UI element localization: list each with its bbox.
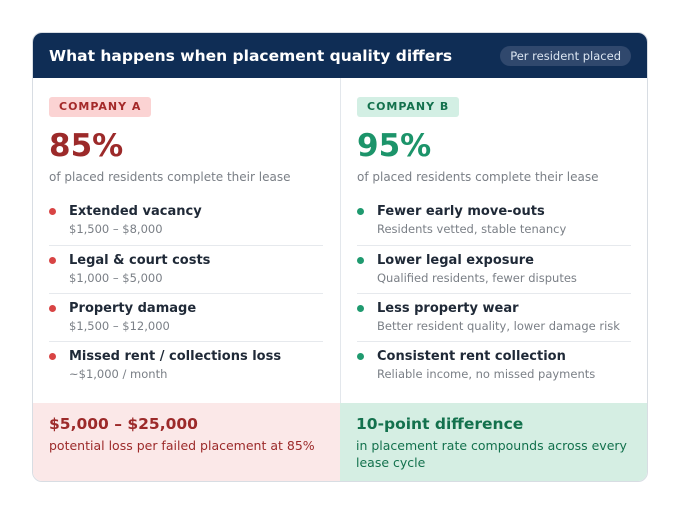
company-b-percent-caption: of placed residents complete their lease bbox=[357, 170, 599, 184]
list-item: Missed rent / collections loss ~$1,000 /… bbox=[49, 341, 323, 389]
comparison-columns: COMPANY A 85% of placed residents comple… bbox=[33, 78, 647, 403]
bullet-dot-icon bbox=[357, 353, 364, 360]
list-item: Fewer early move-outs Residents vetted, … bbox=[357, 204, 631, 245]
company-b-column: COMPANY B 95% of placed residents comple… bbox=[340, 78, 647, 403]
bullet-dot-icon bbox=[49, 208, 56, 215]
card-title: What happens when placement quality diff… bbox=[49, 46, 453, 65]
item-detail: Better resident quality, lower damage ri… bbox=[377, 319, 620, 333]
bullet-dot-icon bbox=[49, 257, 56, 264]
item-title: Legal & court costs bbox=[69, 253, 211, 268]
company-b-summary-text: in placement rate compounds across every… bbox=[356, 438, 627, 470]
bullet-dot-icon bbox=[357, 208, 364, 215]
item-detail: Residents vetted, stable tenancy bbox=[377, 222, 567, 236]
item-detail: $1,000 – $5,000 bbox=[69, 271, 163, 285]
company-a-summary-title: $5,000 – $25,000 bbox=[49, 415, 198, 433]
item-detail: $1,500 – $8,000 bbox=[69, 222, 163, 236]
company-a-percent-caption: of placed residents complete their lease bbox=[49, 170, 291, 184]
list-item: Extended vacancy $1,500 – $8,000 bbox=[49, 204, 323, 245]
company-a-summary-text: potential loss per failed placement at 8… bbox=[49, 438, 315, 453]
item-detail: Reliable income, no missed payments bbox=[377, 367, 596, 381]
item-title: Less property wear bbox=[377, 301, 519, 316]
bullet-dot-icon bbox=[357, 305, 364, 312]
item-detail: ~$1,000 / month bbox=[69, 367, 168, 381]
bullet-dot-icon bbox=[357, 257, 364, 264]
item-detail: $1,500 – $12,000 bbox=[69, 319, 170, 333]
company-b-summary: 10-point difference in placement rate co… bbox=[340, 403, 647, 481]
list-item: Legal & court costs $1,000 – $5,000 bbox=[49, 245, 323, 293]
item-title: Consistent rent collection bbox=[377, 349, 566, 364]
comparison-card: What happens when placement quality diff… bbox=[32, 32, 648, 482]
summary-footer: $5,000 – $25,000 potential loss per fail… bbox=[33, 403, 647, 481]
company-b-percent: 95% bbox=[357, 128, 432, 164]
item-title: Property damage bbox=[69, 301, 197, 316]
item-title: Fewer early move-outs bbox=[377, 204, 545, 219]
company-b-badge: COMPANY B bbox=[357, 97, 460, 117]
list-item: Property damage $1,500 – $12,000 bbox=[49, 293, 323, 341]
bullet-dot-icon bbox=[49, 353, 56, 360]
list-item: Lower legal exposure Qualified residents… bbox=[357, 245, 631, 293]
company-a-summary: $5,000 – $25,000 potential loss per fail… bbox=[33, 403, 340, 481]
item-title: Lower legal exposure bbox=[377, 253, 534, 268]
per-resident-pill: Per resident placed bbox=[500, 45, 631, 66]
company-b-items: Fewer early move-outs Residents vetted, … bbox=[357, 204, 631, 389]
card-header: What happens when placement quality diff… bbox=[33, 33, 647, 78]
company-a-percent: 85% bbox=[49, 128, 124, 164]
list-item: Less property wear Better resident quali… bbox=[357, 293, 631, 341]
bullet-dot-icon bbox=[49, 305, 56, 312]
list-item: Consistent rent collection Reliable inco… bbox=[357, 341, 631, 389]
company-a-column: COMPANY A 85% of placed residents comple… bbox=[33, 78, 340, 403]
item-title: Extended vacancy bbox=[69, 204, 202, 219]
item-title: Missed rent / collections loss bbox=[69, 349, 282, 364]
company-b-summary-title: 10-point difference bbox=[356, 415, 524, 433]
company-a-badge: COMPANY A bbox=[49, 97, 152, 117]
company-a-items: Extended vacancy $1,500 – $8,000 Legal &… bbox=[49, 204, 323, 389]
item-detail: Qualified residents, fewer disputes bbox=[377, 271, 577, 285]
